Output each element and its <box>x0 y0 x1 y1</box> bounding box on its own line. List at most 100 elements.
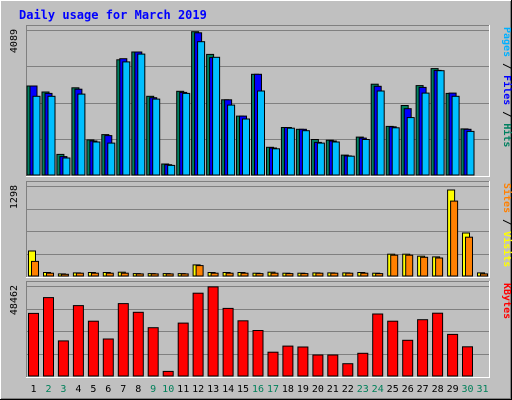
bar-pages-day-2 <box>47 95 56 176</box>
x-tick-label-day-27: 27 <box>417 384 429 395</box>
bar-pages-day-9 <box>152 98 161 176</box>
x-tick-label-day-13: 13 <box>207 384 219 395</box>
bar-pages-day-4 <box>77 93 86 176</box>
bar-kbytes-day-20 <box>312 354 324 377</box>
bar-sites-day-30 <box>465 236 473 277</box>
bar-pages-day-19 <box>301 130 310 176</box>
bar-kbytes-day-23 <box>357 352 369 377</box>
bar-sites-day-4 <box>75 272 84 277</box>
bar-sites-day-23 <box>360 272 369 277</box>
bar-sites-day-29 <box>450 200 459 277</box>
bar-pages-day-10 <box>167 164 176 176</box>
bar-kbytes-day-19 <box>297 346 309 377</box>
bar-pages-day-18 <box>286 127 295 176</box>
bar-pages-day-8 <box>137 53 146 176</box>
bar-kbytes-day-16 <box>252 330 264 377</box>
y-max-label: 4089 <box>9 29 20 53</box>
bar-pages-day-26 <box>406 117 415 176</box>
bar-kbytes-day-17 <box>267 351 279 377</box>
x-tick-label-day-26: 26 <box>402 384 414 395</box>
bar-pages-day-25 <box>391 127 400 176</box>
x-tick-label-day-11: 11 <box>177 384 189 395</box>
bar-sites-day-13 <box>210 272 219 277</box>
bar-pages-day-13 <box>212 56 221 176</box>
legend-separator: / <box>501 213 512 231</box>
bar-sites-day-2 <box>46 272 54 277</box>
bar-kbytes-day-24 <box>372 313 384 377</box>
x-tick-label-day-25: 25 <box>387 384 399 395</box>
x-tick-label-day-1: 1 <box>30 384 36 395</box>
bar-sites-day-17 <box>270 272 279 277</box>
bar-sites-day-21 <box>330 272 339 277</box>
bar-kbytes-day-27 <box>417 319 429 377</box>
bar-kbytes-day-14 <box>222 307 234 377</box>
legend-kbytes: KBytes <box>501 283 512 319</box>
bar-kbytes-day-30 <box>462 346 473 377</box>
bar-pages-day-3 <box>62 157 71 176</box>
legend-hits: Hits <box>501 123 512 147</box>
panel-requests: 4089 Pages / Files / Hits <box>9 25 512 177</box>
bar-pages-day-20 <box>316 142 325 176</box>
x-tick-label-day-3: 3 <box>60 384 66 395</box>
bar-pages-day-28 <box>436 70 445 176</box>
x-tick-label-day-28: 28 <box>432 384 444 395</box>
bar-pages-day-29 <box>451 95 460 176</box>
bar-sites-day-10 <box>165 273 174 277</box>
panel-kbytes: 48462 KBytes <box>9 281 512 378</box>
x-tick-label-day-14: 14 <box>222 384 234 395</box>
bar-sites-day-31 <box>480 273 488 277</box>
x-tick-label-day-4: 4 <box>75 384 81 395</box>
bar-sites-day-19 <box>300 273 309 277</box>
bar-kbytes-day-15 <box>237 320 249 377</box>
bar-pages-day-17 <box>272 148 280 176</box>
bar-pages-day-23 <box>361 139 370 176</box>
bar-kbytes-day-2 <box>43 297 54 377</box>
x-tick-label-day-7: 7 <box>120 384 126 395</box>
bar-sites-day-18 <box>285 273 294 277</box>
bar-sites-day-11 <box>180 273 189 277</box>
x-axis-day-labels: 1 2 3 4 5 6 7 8 9 10 11 12 13 14 15 16 17 18 19 20 21 22 23 24 2… <box>30 384 488 395</box>
bar-sites-day-26 <box>405 254 414 277</box>
bar-pages-day-27 <box>421 92 430 176</box>
bar-kbytes-day-26 <box>402 339 414 377</box>
bar-sites-day-5 <box>90 272 99 277</box>
bar-kbytes-day-25 <box>387 320 399 377</box>
bar-pages-day-7 <box>122 61 131 176</box>
bar-kbytes-day-8 <box>132 311 144 377</box>
bar-pages-day-15 <box>242 118 250 176</box>
x-tick-label-day-2: 2 <box>45 384 51 395</box>
bar-kbytes-day-1 <box>28 312 39 377</box>
bar-sites-day-28 <box>435 257 444 277</box>
bar-pages-day-21 <box>331 141 340 176</box>
series-legend: Sites / Visits <box>501 183 512 267</box>
bar-pages-day-22 <box>346 155 355 176</box>
bar-sites-day-8 <box>135 273 144 277</box>
y-max-label: 48462 <box>9 285 20 315</box>
panels: 4089 Pages / Files / Hits 1298 Sites / Visi… <box>9 25 512 378</box>
x-tick-label-day-21: 21 <box>327 384 339 395</box>
bar-kbytes-day-28 <box>432 312 444 377</box>
bar-pages-day-30 <box>466 130 475 176</box>
x-tick-label-day-6: 6 <box>105 384 111 395</box>
bar-sites-day-9 <box>150 273 159 277</box>
legend-visits: Visits <box>501 231 512 267</box>
bar-sites-day-14 <box>225 272 234 277</box>
x-tick-label-day-29: 29 <box>447 384 459 395</box>
x-tick-label-day-10: 10 <box>162 384 174 395</box>
legend-separator: / <box>501 105 512 123</box>
x-tick-label-day-16: 16 <box>252 384 264 395</box>
bar-pages-day-6 <box>107 142 116 176</box>
bar-sites-day-1 <box>31 260 39 277</box>
bar-kbytes-day-9 <box>147 327 159 377</box>
bar-pages-day-12 <box>197 41 206 176</box>
legend-separator: / <box>501 57 512 75</box>
bar-pages-day-11 <box>182 92 191 176</box>
bar-sites-day-12 <box>195 265 204 277</box>
bar-kbytes-day-29 <box>447 333 459 377</box>
bar-sites-day-16 <box>255 273 264 277</box>
bar-kbytes-day-18 <box>282 345 294 377</box>
x-tick-label-day-31: 31 <box>476 384 488 395</box>
x-tick-label-day-18: 18 <box>282 384 294 395</box>
bar-kbytes-day-21 <box>327 354 339 377</box>
